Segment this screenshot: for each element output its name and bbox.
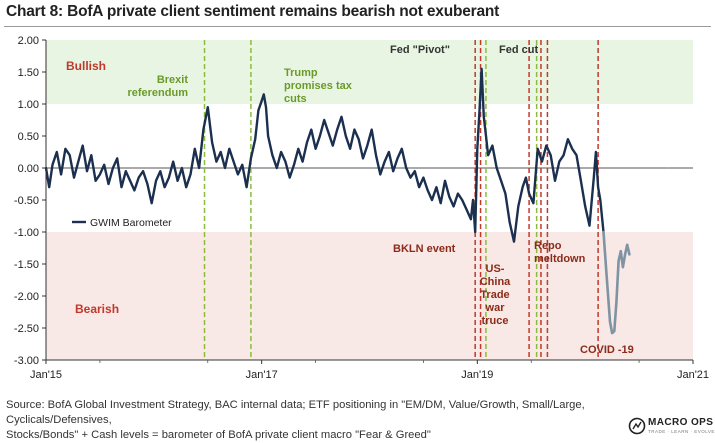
sentiment-chart: Bullish Bearish Brexit referendum Trump prom…	[14, 35, 709, 381]
annotation-5: BKLN event	[393, 243, 456, 255]
annotation-6-line-4: war	[485, 302, 506, 314]
y-tick-label-6: -0.50	[14, 195, 39, 207]
annotation-7-line-1: Repo	[534, 240, 562, 252]
annotation-7-line-2: meltdown	[534, 253, 586, 265]
annotation-4: Fed cut	[499, 44, 538, 56]
annotation-2-line-1: Trump	[284, 67, 318, 79]
y-tick-label-11: -3.00	[14, 355, 39, 367]
annotation-6-line-1: US-	[486, 263, 505, 275]
x-tick-label-2: Jan'17	[246, 369, 278, 381]
source-line-2: Stocks/Bonds" + Cash levels = barometer …	[6, 429, 431, 441]
series-layer	[44, 67, 669, 335]
annotation-6: US-China Trade war truce	[480, 263, 511, 327]
zone-labels-layer: Bullish Bearish	[66, 59, 119, 316]
source-note: Source: BofA Global Investment Strategy,…	[6, 398, 606, 443]
zone-label-bullish: Bullish	[66, 59, 106, 73]
annotation-6-line-3: Trade	[480, 289, 509, 301]
annotation-3: Fed "Pivot"	[390, 44, 450, 56]
zone-label-bearish: Bearish	[75, 302, 119, 316]
logo-mark-icon	[628, 417, 646, 435]
annotations-layer: Brexit referendum Trump promises tax cuts Fed…	[127, 44, 633, 356]
annotation-3-line-1: Fed "Pivot"	[390, 44, 450, 56]
y-tick-label-3: 1.00	[18, 99, 39, 111]
series-line-1	[44, 67, 605, 243]
annotation-2: Trump promises tax cuts	[284, 67, 353, 105]
legend: GWIM Barometer	[72, 217, 172, 229]
y-tick-label-10: -2.50	[14, 323, 39, 335]
y-tick-label-2: 1.50	[18, 67, 39, 79]
annotation-1: Brexit referendum	[127, 74, 188, 99]
zero-line-marker	[667, 167, 669, 169]
title-divider	[4, 26, 711, 27]
chart-title: Chart 8: BofA private client sentiment r…	[6, 3, 500, 20]
zones-layer	[46, 40, 693, 360]
zone-bullish	[46, 40, 693, 104]
y-tick-label-5: 0.00	[18, 163, 39, 175]
annotation-1-line-2: referendum	[127, 87, 188, 99]
zone-bearish	[46, 232, 693, 360]
annotation-1-line-1: Brexit	[157, 74, 189, 86]
y-axis: 2.00 1.50 1.00 0.50 0.00 -0.50 -1.00 -1.50 -2.00…	[14, 35, 47, 367]
logo-tagline: TRADE · LEARN · EVOLVE	[648, 429, 715, 434]
source-line-1: Source: BofA Global Investment Strategy,…	[6, 399, 585, 426]
annotation-8-line-1: COVID -19	[580, 344, 634, 356]
annotation-2-line-3: cuts	[284, 93, 307, 105]
x-tick-label-3: Jan'19	[461, 369, 493, 381]
annotation-6-line-2: China	[480, 276, 511, 288]
y-tick-label-4: 0.50	[18, 131, 39, 143]
annotation-5-line-1: BKLN event	[393, 243, 456, 255]
y-tick-label-1: 2.00	[18, 35, 39, 47]
y-tick-label-8: -1.50	[14, 259, 39, 271]
annotation-2-line-2: promises tax	[284, 80, 353, 92]
y-tick-label-9: -2.00	[14, 291, 39, 303]
annotation-8: COVID -19	[580, 344, 634, 356]
y-tick-label-7: -1.00	[14, 227, 39, 239]
event-lines-layer	[203, 40, 599, 360]
x-tick-label-4: Jan'21	[677, 369, 709, 381]
annotation-7: Repo meltdown	[534, 240, 586, 265]
logo-name: MACRO OPS	[648, 417, 714, 428]
annotation-4-line-1: Fed cut	[499, 44, 538, 56]
legend-label: GWIM Barometer	[90, 217, 172, 229]
macro-ops-logo: MACRO OPS TRADE · LEARN · EVOLVE	[628, 414, 715, 438]
annotation-6-line-5: truce	[482, 315, 509, 327]
x-tick-label-1: Jan'15	[30, 369, 62, 381]
x-axis: Jan'15 Jan'17 Jan'19 Jan'21	[30, 359, 709, 381]
series-line-2	[602, 230, 631, 335]
